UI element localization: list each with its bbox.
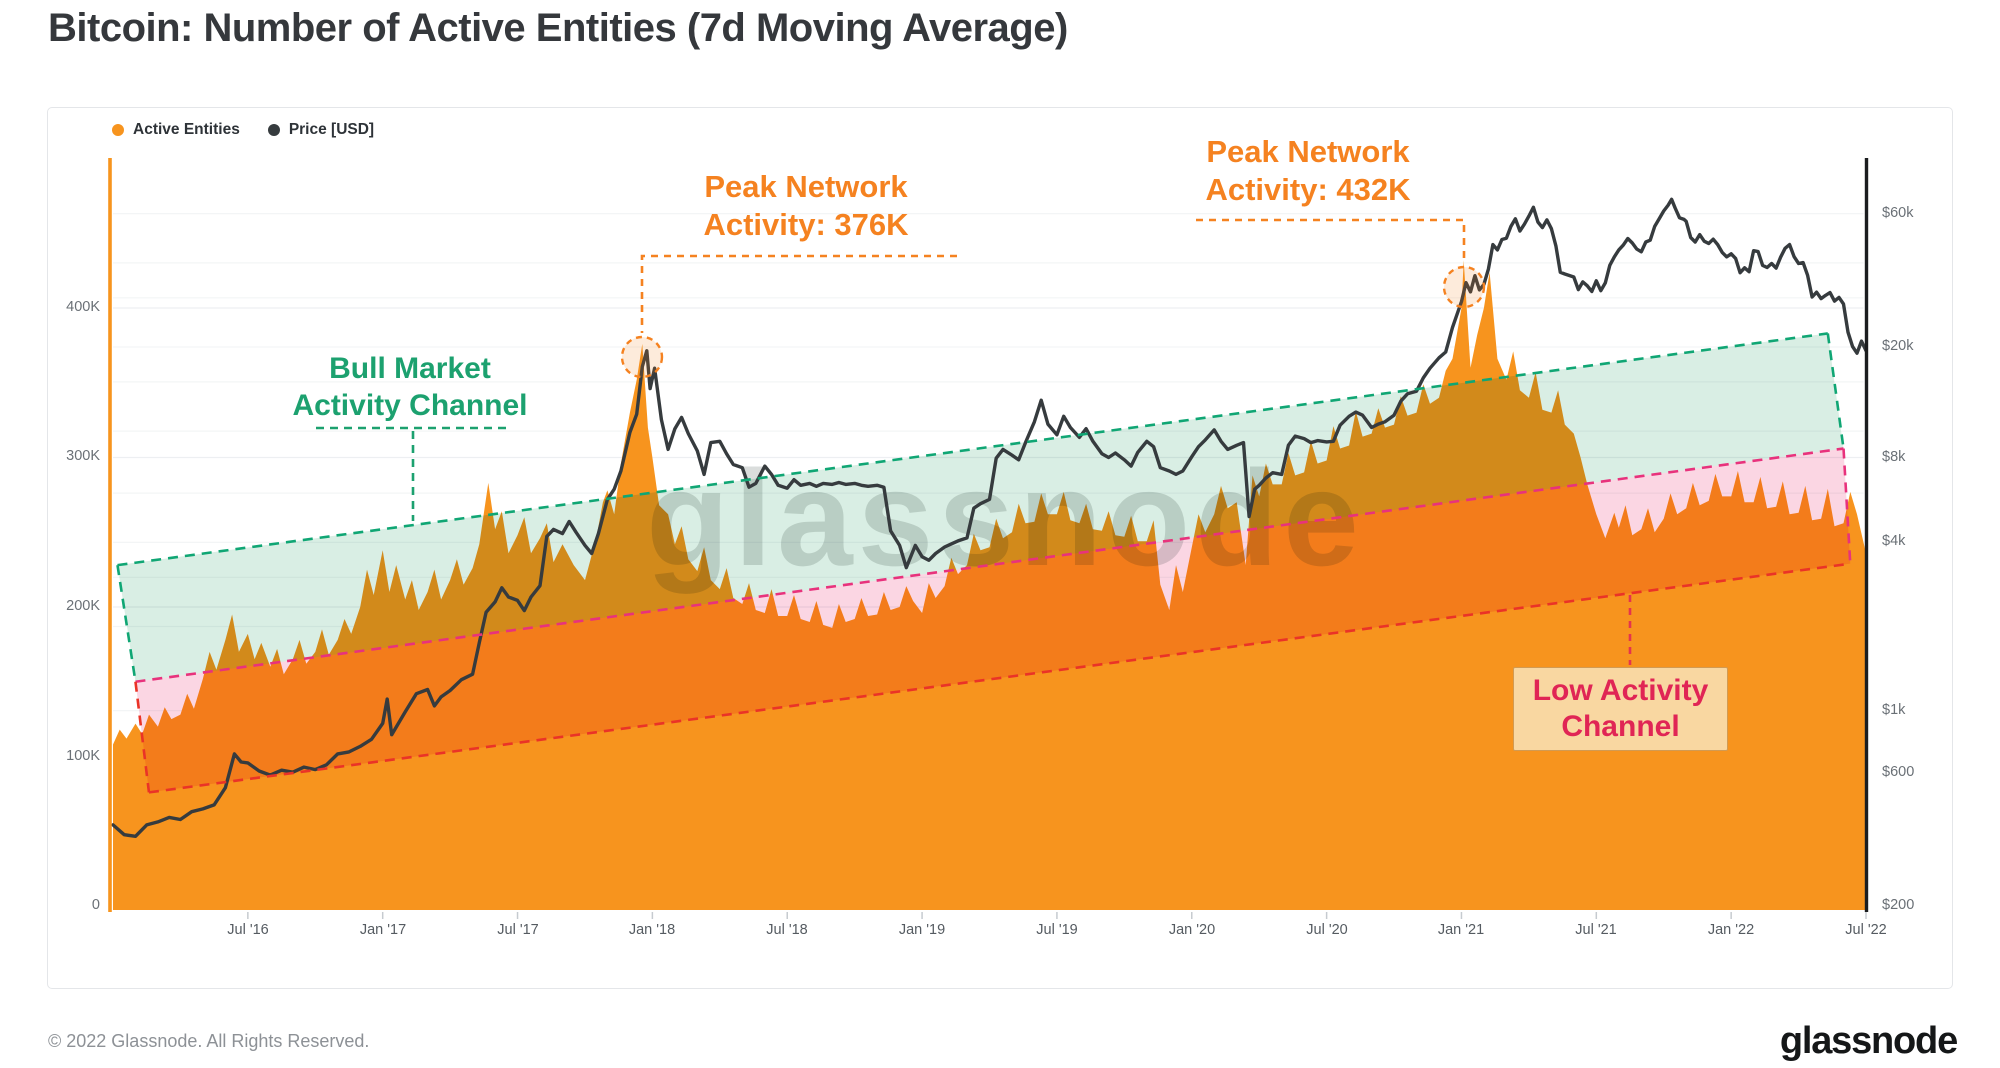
y-left-tick-300K: 300K [66, 448, 100, 464]
low-activity-channel-band [135, 448, 1851, 793]
y-right-tick-$600: $600 [1882, 764, 1915, 780]
y-right-tick-$20k: $20k [1882, 338, 1914, 354]
legend-item-active-entities[interactable]: Active Entities [112, 121, 240, 139]
x-tick-Jan '18: Jan '18 [628, 922, 676, 938]
legend-dot-active-entities-icon [112, 124, 124, 136]
annotation-low-line1: Low Activity [1532, 674, 1709, 707]
x-tick-Jul '17: Jul '17 [497, 922, 539, 938]
annotation-bull-market-channel: Bull Market Activity Channel [242, 350, 578, 424]
x-tick-Jul '16: Jul '16 [227, 922, 269, 938]
peak-432k-circle [1442, 265, 1486, 309]
x-tick-Jul '18: Jul '18 [766, 922, 808, 938]
footer-copyright: © 2022 Glassnode. All Rights Reserved. [48, 1031, 370, 1051]
y-right-tick-$8k: $8k [1882, 449, 1906, 465]
annotation-bull-line2: Activity Channel [292, 389, 528, 422]
annotation-peak-432k: Peak Network Activity: 432K [1140, 133, 1476, 209]
y-right-tick-$200: $200 [1882, 897, 1915, 913]
y-left-tick-100K: 100K [66, 748, 100, 764]
peak-376k-circle [620, 335, 664, 379]
legend-item-price[interactable]: Price [USD] [267, 121, 375, 139]
x-tick-Jan '17: Jan '17 [359, 922, 407, 938]
annotation-peak-376k: Peak Network Activity: 376K [638, 168, 974, 244]
annotation-peak-432k-line1: Peak Network [1206, 134, 1410, 169]
legend-label-active-entities: Active Entities [133, 121, 240, 138]
annotation-low-line2: Channel [1561, 710, 1680, 743]
watermark: glassnode [646, 442, 1364, 594]
price-line-path [111, 197, 1868, 838]
y-right-tick-$4k: $4k [1882, 533, 1906, 549]
x-tick-Jan '22: Jan '22 [1707, 922, 1755, 938]
annotation-peak-432k-line2: Activity: 432K [1205, 172, 1411, 207]
glassnode-logo: glassnode [1779, 1020, 1958, 1062]
channel-bands [117, 333, 1851, 793]
annotation-peak-376k-line1: Peak Network [704, 169, 908, 204]
x-tick-Jul '22: Jul '22 [1845, 922, 1887, 938]
x-tick-Jul '21: Jul '21 [1575, 922, 1617, 938]
annotation-connectors [316, 218, 1632, 665]
chart-legend: Active Entities Price [USD] [112, 121, 374, 139]
x-tick-Jan '21: Jan '21 [1437, 922, 1485, 938]
annotation-bull-line1: Bull Market [329, 352, 491, 385]
legend-dot-price-icon [267, 124, 280, 136]
axis-lines [108, 158, 1869, 919]
y-right-tick-$60k: $60k [1882, 205, 1914, 221]
y-right-tick-$1k: $1k [1882, 702, 1906, 718]
y-left-tick-200K: 200K [66, 598, 100, 614]
glassnode-watermark: glassnode [646, 442, 1364, 594]
price-line [111, 197, 1868, 838]
y-left-tick-0: 0 [91, 897, 100, 913]
annotation-peak-376k-line2: Activity: 376K [703, 207, 909, 242]
y-left-tick-400K: 400K [66, 299, 100, 315]
bull-market-channel-band [117, 333, 1844, 682]
page-title: Bitcoin: Number of Active Entities (7d M… [48, 6, 1068, 50]
channel-boundary-lines [116, 332, 1852, 794]
legend-label-price: Price [USD] [288, 121, 375, 138]
annotation-low-activity-channel: Low Activity Channel [1513, 667, 1728, 751]
x-tick-Jan '20: Jan '20 [1168, 922, 1216, 938]
x-tick-Jul '19: Jul '19 [1036, 922, 1078, 938]
x-tick-Jan '19: Jan '19 [898, 922, 946, 938]
x-tick-Jul '20: Jul '20 [1306, 922, 1348, 938]
